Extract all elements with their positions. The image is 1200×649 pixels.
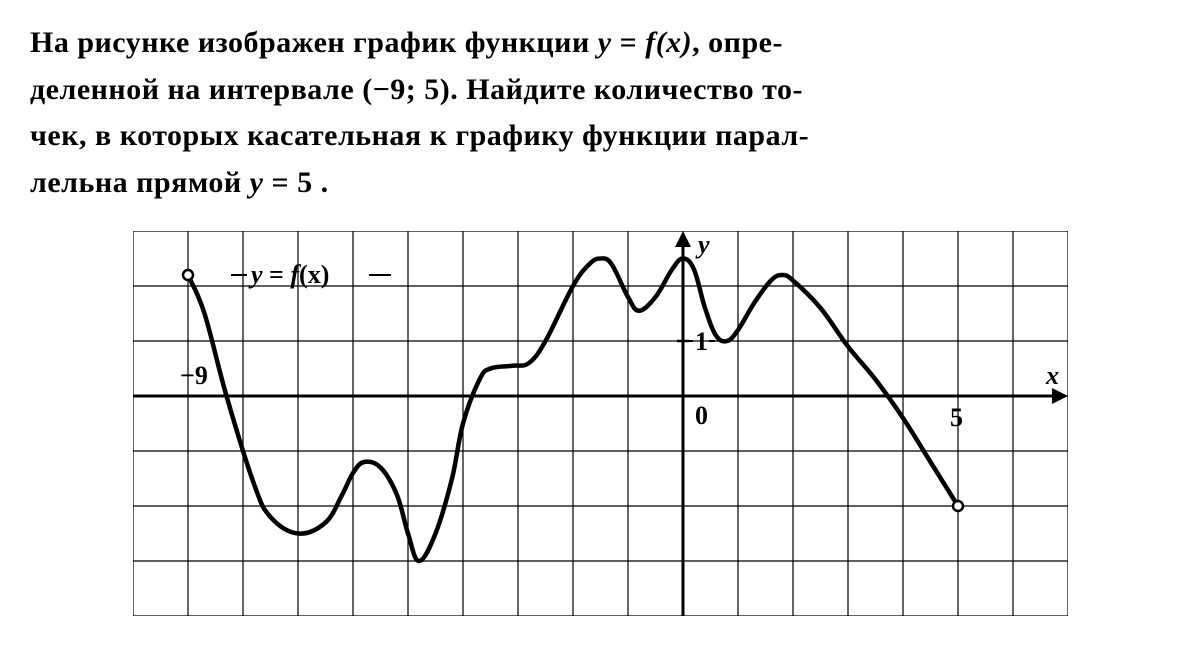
text-part: деленной на интервале — [30, 73, 362, 106]
svg-text:y = f(x): y = f(x) — [248, 260, 329, 289]
text-part: . Найдите количество то- — [450, 73, 803, 106]
function-graph: y x 0 1 −9 5 y = f(x) — [133, 231, 1068, 616]
text-part: лельна прямой — [30, 166, 250, 199]
svg-text:x: x — [1045, 361, 1059, 390]
svg-text:1: 1 — [695, 327, 708, 356]
text-part: , опре- — [692, 26, 783, 59]
svg-text:y: y — [695, 231, 710, 259]
svg-text:0: 0 — [695, 401, 708, 430]
chart-container: y x 0 1 −9 5 y = f(x) — [30, 231, 1170, 616]
interval: (−9; 5) — [362, 73, 450, 106]
svg-text:5: 5 — [950, 403, 963, 432]
text-part: чек, в которых касательная к графику фун… — [30, 119, 809, 152]
text-part: . — [313, 166, 329, 199]
text-part: На рисунке изображен график функции — [30, 26, 598, 59]
svg-text:−9: −9 — [180, 361, 208, 390]
problem-statement: На рисунке изображен график функции y = … — [30, 20, 1170, 206]
